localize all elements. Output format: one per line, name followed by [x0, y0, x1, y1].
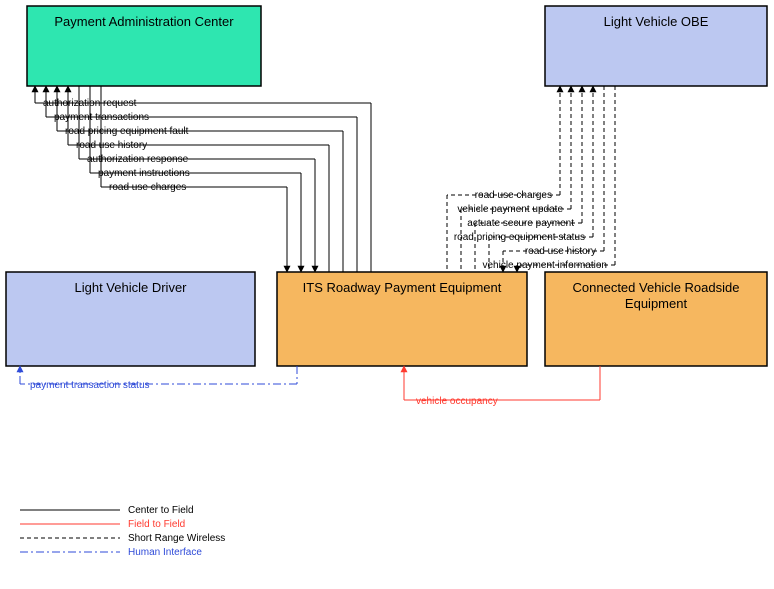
box-obe-label: Light Vehicle OBE: [604, 14, 709, 29]
flow-obe-its-3-label: road pricing equipment status: [454, 232, 585, 243]
flow-pac-its-1: payment transactions: [46, 86, 357, 272]
legend-label-1: Field to Field: [128, 519, 185, 530]
flow-obe-its-2-label: actuate secure payment: [467, 218, 574, 229]
flow-cvre-its-label: vehicle occupancy: [416, 396, 498, 407]
flow-obe-its-2: actuate secure payment: [467, 86, 582, 272]
flow-its-driver: payment transaction status: [20, 366, 297, 391]
flow-pac-its-5-label: payment instructions: [98, 168, 190, 179]
box-obe: Light Vehicle OBE: [545, 6, 767, 86]
box-driver: Light Vehicle Driver: [6, 272, 255, 366]
legend: Center to Field Field to Field Short Range…: [20, 505, 225, 558]
legend-label-2: Short Range Wireless: [128, 533, 225, 544]
flow-obe-its-5: vehicle payment information: [482, 86, 615, 272]
flow-obe-its-4: road use history: [503, 86, 604, 272]
flow-obe-its-0: road use charges: [447, 86, 560, 272]
legend-label-3: Human Interface: [128, 547, 202, 558]
box-pac: Payment Administration Center: [27, 6, 261, 86]
flow-pac-its-6-label: road use charges: [109, 182, 186, 193]
diagram-canvas: Payment Administration Center Light Vehic…: [0, 0, 774, 589]
flow-obe-its-1: vehicle payment update: [457, 86, 571, 272]
flow-pac-its-2-label: road pricing equipment fault: [65, 126, 189, 137]
flow-obe-its-1-label: vehicle payment update: [457, 204, 563, 215]
box-cvre-label: Connected Vehicle Roadside: [573, 280, 740, 295]
box-its-label: ITS Roadway Payment Equipment: [303, 280, 502, 295]
legend-label-0: Center to Field: [128, 505, 194, 516]
box-pac-label: Payment Administration Center: [54, 14, 234, 29]
flow-pac-its-3-label: road use history: [76, 140, 147, 151]
flow-pac-its-4-label: authorization response: [87, 154, 189, 165]
flow-obe-its-5-label: vehicle payment information: [482, 260, 607, 271]
flow-obe-its-4-label: road use history: [525, 246, 596, 257]
box-its: ITS Roadway Payment Equipment: [277, 272, 527, 366]
flow-cvre-its: vehicle occupancy: [404, 366, 600, 407]
box-cvre: Connected Vehicle RoadsideEquipment: [545, 272, 767, 366]
flow-obe-its-0-label: road use charges: [475, 190, 552, 201]
box-driver-label: Light Vehicle Driver: [75, 280, 188, 295]
box-cvre-label: Equipment: [625, 296, 688, 311]
flow-its-driver-label: payment transaction status: [30, 380, 150, 391]
